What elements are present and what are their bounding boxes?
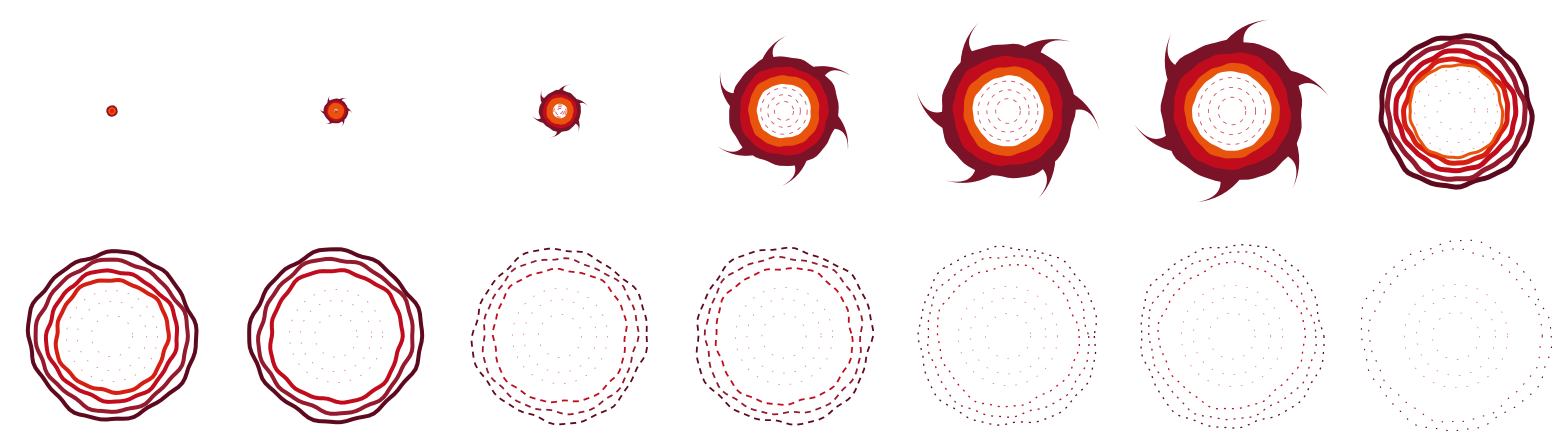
hollow-core (1192, 71, 1272, 151)
hollow-core (756, 83, 811, 139)
interior-dashes (523, 299, 597, 373)
swirl-filament (916, 91, 950, 132)
shell-ring-2 (1147, 251, 1317, 421)
inner-dashed-ring (767, 94, 801, 128)
snapshot-frame-3 (531, 84, 589, 138)
shell-ring-1 (1360, 239, 1553, 432)
snapshot-frame-2 (319, 95, 353, 127)
inner-dashed-ring (1207, 86, 1257, 136)
inner-dashed-ring (1198, 77, 1266, 145)
interior-dashes (66, 290, 158, 382)
inner-dashed-ring (555, 106, 565, 116)
shell-ring-2 (1368, 248, 1543, 423)
snapshot-frame-5 (916, 22, 1100, 200)
shell-ring-3 (1393, 48, 1519, 174)
swirl-filament (319, 107, 326, 115)
interior-dashes (746, 298, 822, 374)
interior-dashes (1424, 79, 1488, 143)
interior-dashes (314, 314, 358, 358)
shell-ring-1 (25, 249, 199, 422)
interior-dashes (1436, 91, 1476, 131)
shell-ring-3 (1157, 261, 1307, 410)
shell-ring-1 (470, 247, 648, 426)
interior-dashes (1192, 296, 1272, 376)
shell-ring-2 (927, 255, 1090, 418)
interior-dashes (90, 314, 134, 358)
inner-orange-ring (1408, 63, 1505, 160)
swirl-filament (574, 98, 589, 107)
swirl-filament (1221, 19, 1269, 47)
interior-dashes (1180, 284, 1284, 388)
shell-ring-2 (481, 257, 640, 416)
snapshot-frame-9 (247, 247, 425, 425)
swirl-filament (1066, 90, 1100, 131)
interior-dashes (1432, 312, 1480, 360)
interior-dashes (1208, 312, 1256, 360)
interior-dashes (289, 289, 383, 383)
swirl-filament (1195, 175, 1243, 203)
shell-ring-3 (936, 264, 1081, 408)
shell-ring-1 (247, 247, 425, 425)
snapshot-frame-11 (695, 246, 874, 426)
interior-dashes (969, 297, 1047, 375)
inner-dashed-ring (333, 108, 339, 114)
interior-dashes (735, 287, 833, 385)
shell-ring-3 (268, 268, 405, 405)
shell-ring-3 (491, 267, 628, 404)
snapshot-frame-8 (25, 249, 199, 422)
interior-dashes (761, 313, 807, 359)
core (110, 109, 114, 113)
inner-dashed-ring (553, 104, 567, 118)
inner-dashed-ring (557, 108, 563, 114)
inner-dashed-ring (774, 101, 794, 121)
inner-dashed-ring (995, 98, 1021, 124)
hollow-core (972, 75, 1044, 147)
snapshot-frame-6 (1134, 19, 1330, 203)
interior-dashes (985, 313, 1031, 359)
inner-dashed-ring (977, 80, 1039, 142)
interior-dashes (1416, 296, 1496, 376)
swirl-filament (1134, 124, 1182, 153)
snapshot-frame-14 (1360, 239, 1553, 432)
interior-dashes (1414, 69, 1498, 153)
shell-ring-2 (256, 256, 415, 416)
shell-ring-2 (33, 257, 190, 414)
shell-ring-1 (1378, 33, 1535, 190)
shell-ring-4 (1401, 56, 1511, 166)
snapshot-frame-12 (917, 245, 1098, 426)
shell-ring-3 (43, 268, 179, 404)
snapshot-frame-10 (470, 247, 648, 426)
interior-dashes (538, 314, 582, 358)
shell-ring-1 (917, 245, 1098, 426)
inner-dashed-ring (334, 109, 338, 113)
snapshot-frame-1 (106, 105, 118, 117)
interior-dashes (512, 288, 608, 384)
shell-ring-1 (1140, 244, 1325, 429)
interior-dashes (300, 300, 372, 372)
interior-dashes (1403, 283, 1509, 389)
shell-ring-4 (53, 278, 171, 395)
snapshot-frame-4 (717, 35, 851, 187)
shell-ring-2 (703, 255, 864, 416)
inner-dashed-ring (760, 87, 808, 135)
hollow-core (552, 103, 568, 119)
inner-dashed-ring (1217, 96, 1247, 126)
snapshot-frame-13 (1140, 244, 1325, 429)
interior-dashes (76, 300, 148, 372)
snapshot-frame-7 (1378, 33, 1535, 190)
interior-dashes (958, 286, 1058, 386)
inner-dashed-ring (334, 109, 338, 113)
shell-ring-2 (1384, 39, 1528, 182)
shell-ring-3 (714, 267, 854, 406)
inner-dashed-ring (986, 89, 1030, 133)
shell-ring-1 (695, 246, 874, 426)
